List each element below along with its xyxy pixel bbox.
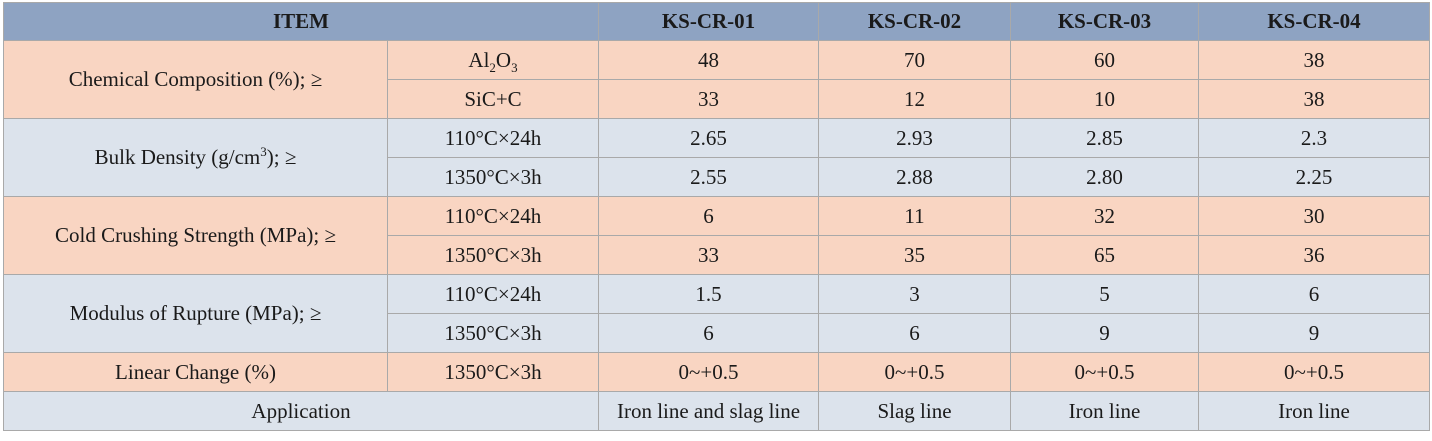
value-cell: Slag line	[818, 391, 1012, 431]
value-cell: 38	[1198, 79, 1431, 119]
value-cell: 5	[1010, 274, 1200, 314]
property-label: Cold Crushing Strength (MPa); ≥	[3, 196, 388, 275]
table-row: 1350°C×3h 2.55 2.88 2.80 2.25	[4, 157, 1431, 197]
value-cell: 36	[1198, 235, 1431, 275]
product-header: KS-CR-04	[1198, 2, 1431, 41]
product-header: KS-CR-01	[598, 2, 820, 41]
value-cell: 2.25	[1198, 157, 1431, 197]
value-cell: 70	[818, 40, 1012, 80]
condition-cell: 1350°C×3h	[386, 313, 600, 353]
value-cell: 11	[818, 196, 1012, 236]
condition-cell: SiC+C	[386, 79, 600, 119]
table-row: Chemical Composition (%); ≥ Al2O3 48 70 …	[3, 40, 1431, 119]
value-cell: Iron line	[1010, 391, 1200, 431]
property-label: Linear Change (%)	[3, 352, 388, 392]
value-cell: Iron line and slag line	[598, 391, 820, 431]
value-cell: 1.5	[598, 274, 820, 314]
property-label: Bulk Density (g/cm3); ≥	[3, 118, 388, 197]
value-cell: 0~+0.5	[818, 352, 1012, 392]
table-row: 1350°C×3h 33 35 65 36	[4, 235, 1431, 275]
value-cell: 60	[1010, 40, 1200, 80]
condition-cell: 1350°C×3h	[386, 352, 600, 392]
header-row: ITEM KS-CR-01 KS-CR-02 KS-CR-03 KS-CR-04	[2, 2, 1431, 41]
value-cell: 2.80	[1010, 157, 1200, 197]
value-cell: 12	[818, 79, 1012, 119]
value-cell: 6	[1198, 274, 1431, 314]
condition-cell: 110°C×24h	[386, 118, 600, 158]
table-row: Cold Crushing Strength (MPa); ≥ 110°C×24…	[3, 196, 1431, 275]
table-row: 1350°C×3h 6 6 9 9	[4, 313, 1431, 353]
value-cell: 2.65	[598, 118, 820, 158]
table-row: Linear Change (%) 1350°C×3h 0~+0.5 0~+0.…	[3, 352, 1431, 392]
condition-cell: 1350°C×3h	[386, 157, 600, 197]
value-cell: 32	[1010, 196, 1200, 236]
value-cell: 33	[598, 235, 820, 275]
value-cell: 0~+0.5	[1010, 352, 1200, 392]
product-header: KS-CR-03	[1010, 2, 1200, 41]
value-cell: Iron line	[1198, 391, 1431, 431]
value-cell: 2.88	[818, 157, 1012, 197]
properties-table: ITEM KS-CR-01 KS-CR-02 KS-CR-03 KS-CR-04…	[2, 2, 1431, 431]
table-row: Bulk Density (g/cm3); ≥ 110°C×24h 2.65 2…	[3, 118, 1431, 197]
property-label: Chemical Composition (%); ≥	[3, 40, 388, 119]
value-cell: 30	[1198, 196, 1431, 236]
value-cell: 6	[598, 196, 820, 236]
value-cell: 6	[818, 313, 1012, 353]
condition-cell: Al2O3	[386, 40, 600, 80]
value-cell: 2.93	[818, 118, 1012, 158]
value-cell: 65	[1010, 235, 1200, 275]
value-cell: 35	[818, 235, 1012, 275]
value-cell: 9	[1010, 313, 1200, 353]
value-cell: 48	[598, 40, 820, 80]
value-cell: 2.55	[598, 157, 820, 197]
value-cell: 0~+0.5	[598, 352, 820, 392]
item-header: ITEM	[2, 2, 600, 41]
value-cell: 2.3	[1198, 118, 1431, 158]
condition-cell: 110°C×24h	[386, 196, 600, 236]
value-cell: 9	[1198, 313, 1431, 353]
table-row: SiC+C 33 12 10 38	[4, 79, 1431, 119]
value-cell: 0~+0.5	[1198, 352, 1431, 392]
application-label: Application	[2, 391, 600, 431]
value-cell: 33	[598, 79, 820, 119]
value-cell: 2.85	[1010, 118, 1200, 158]
value-cell: 10	[1010, 79, 1200, 119]
property-label: Modulus of Rupture (MPa); ≥	[3, 274, 388, 353]
value-cell: 6	[598, 313, 820, 353]
table-row: Modulus of Rupture (MPa); ≥ 110°C×24h 1.…	[3, 274, 1431, 353]
table-row: Application Iron line and slag line Slag…	[2, 391, 1431, 431]
product-header: KS-CR-02	[818, 2, 1012, 41]
condition-cell: 1350°C×3h	[386, 235, 600, 275]
condition-cell: 110°C×24h	[386, 274, 600, 314]
value-cell: 38	[1198, 40, 1431, 80]
value-cell: 3	[818, 274, 1012, 314]
